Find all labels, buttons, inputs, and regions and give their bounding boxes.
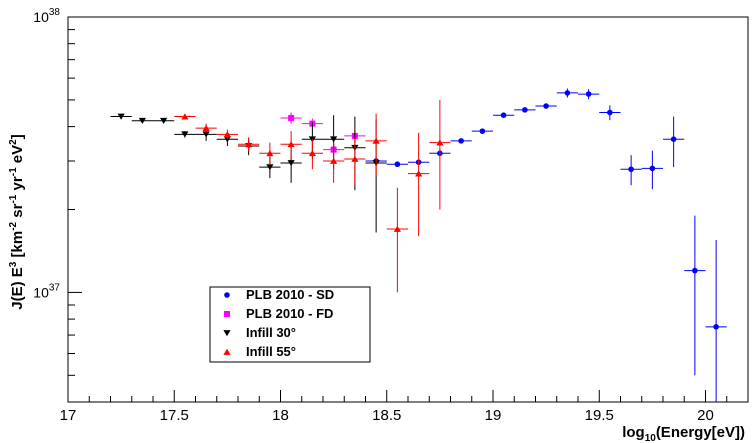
- data-point: [287, 141, 295, 148]
- data-point: [266, 150, 274, 157]
- data-point: [522, 107, 528, 113]
- data-point: [181, 131, 189, 138]
- data-point: [394, 161, 401, 168]
- y-tick-label: 1037: [33, 282, 60, 300]
- data-point: [628, 166, 634, 173]
- data-point: [138, 117, 146, 124]
- data-point: [160, 117, 168, 124]
- legend-label: Infill 55°: [246, 344, 296, 359]
- data-point: [415, 170, 423, 177]
- x-axis-title: log10(Energy[eV]): [622, 424, 745, 443]
- x-tick-label: 18: [272, 407, 289, 424]
- data-point: [181, 113, 189, 120]
- data-point: [607, 109, 613, 116]
- data-point: [670, 136, 677, 142]
- x-tick-label: 17: [60, 407, 77, 424]
- x-tick-label: 19.5: [585, 407, 614, 424]
- plot-frame: [67, 16, 749, 403]
- legend: PLB 2010 - SD PLB 2010 - FD Infill 30° Infi…: [209, 286, 371, 363]
- data-point: [245, 141, 253, 148]
- legend-item-infill-30: Infill 30°: [223, 325, 296, 340]
- x-tick-label: 19: [485, 407, 502, 424]
- data-point: [500, 112, 507, 118]
- series-plb-2010-fd: [280, 112, 366, 156]
- data-point: [372, 137, 380, 144]
- data-point: [479, 128, 486, 134]
- legend-item-infill-55: Infill 55°: [223, 344, 296, 359]
- data-point: [393, 225, 401, 232]
- axis-ticks: 17 17.5 18 18.5 19 19.5 20 1038 1037: [33, 7, 749, 424]
- legend-marker: [223, 330, 231, 337]
- data-point: [223, 131, 231, 138]
- data-point: [543, 103, 549, 109]
- series-infill-30: [110, 113, 387, 233]
- legend-item-plb-2010-fd: PLB 2010 - FD: [224, 306, 333, 321]
- data-point: [649, 165, 656, 172]
- data-point: [266, 164, 274, 171]
- data-point: [692, 267, 698, 274]
- data-point: [436, 139, 444, 146]
- data-point: [223, 136, 231, 143]
- data-point: [288, 114, 295, 121]
- legend-marker: [224, 311, 230, 317]
- legend-label: PLB 2010 - FD: [246, 306, 333, 321]
- data-point: [713, 324, 719, 330]
- data-point: [564, 90, 571, 96]
- axes: [67, 16, 749, 403]
- y-tick-label: 1038: [33, 7, 60, 25]
- legend-marker: [223, 348, 231, 355]
- data-point: [330, 157, 338, 164]
- legend-label: PLB 2010 - SD: [246, 287, 334, 302]
- legend-box: [209, 286, 371, 363]
- x-tick-label: 17.5: [160, 407, 189, 424]
- data-series: [110, 88, 727, 402]
- data-point: [330, 136, 338, 143]
- data-point: [458, 138, 464, 144]
- data-point: [308, 150, 316, 157]
- data-point: [351, 155, 359, 162]
- data-point: [287, 160, 295, 167]
- x-tick-label: 18.5: [372, 407, 401, 424]
- series-plb-2010-sd: [365, 88, 727, 402]
- data-point: [585, 91, 592, 97]
- x-tick-label: 20: [697, 407, 714, 424]
- data-point: [117, 113, 125, 120]
- y-axis-title: J(E) E3 [km-2 sr-1 yr-1 eV2]: [8, 134, 26, 309]
- data-point: [202, 124, 210, 131]
- legend-item-plb-2010-sd: PLB 2010 - SD: [224, 287, 334, 302]
- series-infill-55: [174, 99, 451, 293]
- legend-label: Infill 30°: [246, 325, 296, 340]
- data-point: [202, 131, 210, 138]
- legend-marker: [224, 292, 230, 298]
